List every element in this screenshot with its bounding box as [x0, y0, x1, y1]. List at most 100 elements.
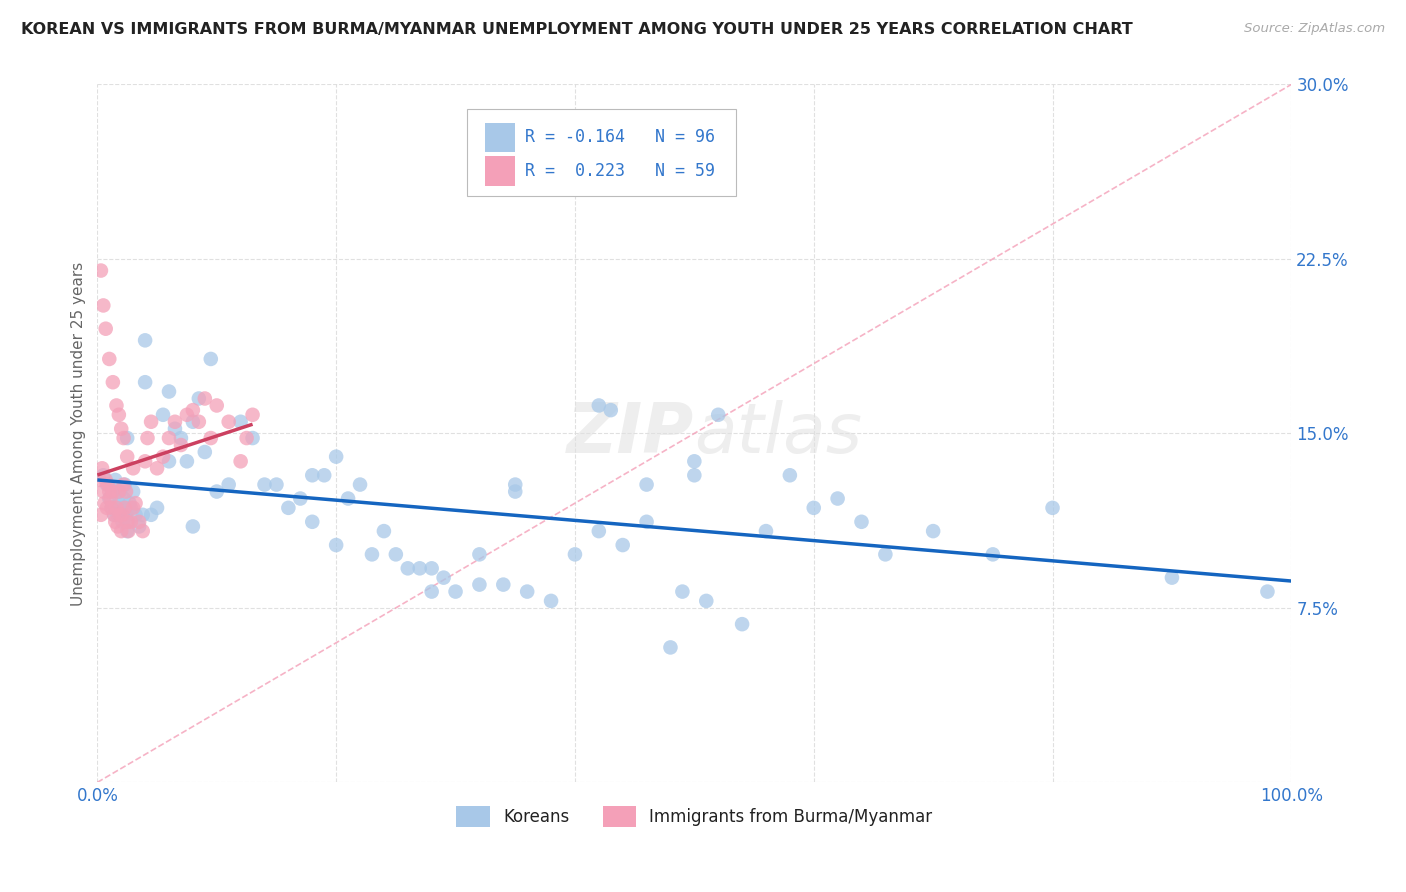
Point [118, 496, 141, 510]
Point [373, 524, 395, 538]
Point [101, 484, 124, 499]
Text: ZIP: ZIP [567, 400, 695, 467]
Point [134, 375, 156, 389]
Point [91, 468, 114, 483]
Point [181, 403, 204, 417]
Point [108, 484, 131, 499]
Point [134, 454, 156, 468]
Point [112, 477, 135, 491]
Point [492, 577, 515, 591]
Point [157, 431, 180, 445]
Point [1161, 571, 1184, 585]
Point [242, 431, 264, 445]
Point [101, 484, 124, 499]
Point [827, 491, 849, 506]
Point [108, 484, 131, 499]
Point [115, 450, 138, 464]
Point [104, 473, 127, 487]
Point [503, 477, 526, 491]
Text: KOREAN VS IMMIGRANTS FROM BURMA/MYANMAR UNEMPLOYMENT AMONG YOUTH UNDER 25 YEARS : KOREAN VS IMMIGRANTS FROM BURMA/MYANMAR … [21, 22, 1133, 37]
Point [301, 468, 323, 483]
Point [671, 584, 693, 599]
Point [170, 431, 193, 445]
Point [103, 508, 125, 522]
Point [253, 477, 276, 491]
Point [851, 515, 873, 529]
Point [636, 515, 658, 529]
Point [922, 524, 945, 538]
Point [107, 519, 129, 533]
Point [105, 399, 128, 413]
Point [134, 334, 156, 348]
Point [98, 484, 121, 499]
Point [163, 415, 186, 429]
Point [229, 415, 252, 429]
Text: R = -0.164   N = 96: R = -0.164 N = 96 [524, 128, 714, 146]
Point [104, 515, 127, 529]
FancyBboxPatch shape [485, 123, 515, 153]
Point [115, 515, 138, 529]
Point [146, 461, 169, 475]
Point [115, 431, 138, 445]
Point [157, 454, 180, 468]
Point [98, 491, 121, 506]
Point [100, 500, 122, 515]
Point [1042, 500, 1064, 515]
Point [100, 491, 122, 506]
FancyBboxPatch shape [485, 156, 515, 186]
Point [468, 577, 491, 591]
Point [301, 515, 323, 529]
Point [707, 408, 730, 422]
Point [1256, 584, 1278, 599]
Point [349, 477, 371, 491]
Point [107, 508, 129, 522]
Point [128, 515, 150, 529]
Point [115, 484, 138, 499]
Point [117, 515, 139, 529]
Point [516, 584, 538, 599]
Point [229, 454, 252, 468]
Point [89, 473, 111, 487]
Point [98, 351, 121, 366]
Point [101, 375, 124, 389]
Point [361, 547, 384, 561]
FancyBboxPatch shape [467, 109, 737, 196]
Point [277, 500, 299, 515]
Point [187, 415, 209, 429]
Point [218, 477, 240, 491]
Y-axis label: Unemployment Among Youth under 25 years: Unemployment Among Youth under 25 years [72, 261, 86, 606]
Point [120, 500, 142, 515]
Legend: Koreans, Immigrants from Burma/Myanmar: Koreans, Immigrants from Burma/Myanmar [450, 799, 939, 833]
Point [115, 508, 138, 522]
Point [636, 477, 658, 491]
Point [503, 484, 526, 499]
Point [218, 415, 240, 429]
Point [433, 571, 456, 585]
Point [194, 445, 217, 459]
Point [108, 408, 131, 422]
Point [205, 399, 228, 413]
Point [152, 408, 174, 422]
Point [110, 422, 132, 436]
Point [200, 431, 222, 445]
Point [146, 500, 169, 515]
Point [242, 408, 264, 422]
Point [110, 500, 132, 515]
Point [337, 491, 360, 506]
Point [420, 561, 443, 575]
Point [124, 496, 146, 510]
Point [779, 468, 801, 483]
Point [205, 484, 228, 499]
Point [659, 640, 682, 655]
Point [105, 484, 128, 499]
Point [731, 617, 754, 632]
Point [96, 500, 118, 515]
Point [91, 461, 114, 475]
Text: R =  0.223   N = 59: R = 0.223 N = 59 [524, 162, 714, 180]
Point [94, 473, 117, 487]
Point [420, 584, 443, 599]
Point [803, 500, 825, 515]
Point [540, 594, 562, 608]
Point [683, 454, 706, 468]
Point [325, 450, 347, 464]
